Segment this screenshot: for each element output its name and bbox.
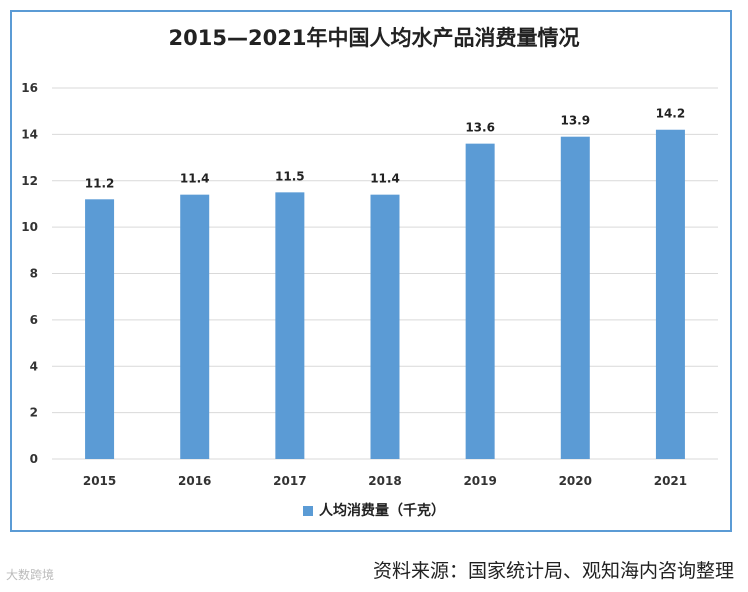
x-tick-label: 2020 <box>559 474 592 488</box>
y-tick-label: 12 <box>21 174 38 188</box>
data-label: 11.4 <box>180 172 210 186</box>
data-label: 13.6 <box>465 121 495 135</box>
source-note: 资料来源：国家统计局、观知海内咨询整理 <box>372 560 734 582</box>
data-label: 14.2 <box>656 107 686 121</box>
chart-title: 2015—2021年中国人均水产品消费量情况 <box>168 26 580 50</box>
data-label: 11.2 <box>85 176 115 190</box>
bar <box>370 194 400 459</box>
x-tick-label: 2021 <box>654 474 687 488</box>
x-tick-label: 2018 <box>368 474 401 488</box>
bar <box>655 129 685 460</box>
legend: 人均消费量（千克） <box>0 500 748 520</box>
y-tick-label: 8 <box>30 267 38 281</box>
x-tick-label: 2017 <box>273 474 306 488</box>
y-tick-label: 6 <box>30 313 38 327</box>
data-label: 11.4 <box>370 172 400 186</box>
data-label: 11.5 <box>275 169 305 183</box>
legend-swatch <box>303 506 313 516</box>
watermark-text: 大数跨境 <box>6 568 55 582</box>
y-tick-label: 10 <box>21 220 38 234</box>
bar <box>465 143 495 459</box>
data-label: 13.9 <box>560 114 590 128</box>
x-tick-label: 2016 <box>178 474 211 488</box>
x-tick-label: 2019 <box>463 474 496 488</box>
y-tick-label: 14 <box>21 127 38 141</box>
legend-label: 人均消费量（千克） <box>319 503 445 519</box>
bar <box>275 192 305 459</box>
y-tick-label: 0 <box>30 452 38 466</box>
y-tick-label: 16 <box>21 81 38 95</box>
y-tick-label: 2 <box>30 406 38 420</box>
bar <box>85 199 115 460</box>
y-tick-label: 4 <box>30 359 38 373</box>
bar <box>180 194 210 459</box>
bar <box>560 136 590 459</box>
x-tick-label: 2015 <box>83 474 116 488</box>
